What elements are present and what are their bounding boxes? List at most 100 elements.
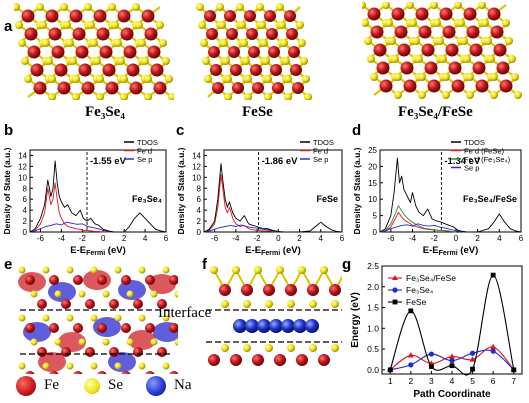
fe-atom — [250, 64, 262, 76]
panel-label-e: e — [4, 256, 13, 273]
fe-atom — [370, 25, 384, 39]
series-line-tdos — [203, 163, 343, 233]
fe-atom — [145, 275, 155, 285]
se-atom — [244, 93, 252, 100]
y-axis-label: Density of State (a.u.) — [176, 147, 186, 234]
x-axis-label: E-EFermi (eV) — [70, 245, 126, 257]
se-atom — [156, 21, 164, 29]
fe-atom — [99, 45, 113, 59]
fe-atom — [466, 25, 480, 39]
legend-label: Se p — [137, 155, 152, 164]
se-atom — [162, 266, 170, 274]
fe-atom — [427, 79, 441, 93]
x-tick-label: 6 — [491, 376, 496, 386]
fe-atom — [376, 61, 390, 75]
fe-atom — [263, 284, 275, 296]
x-tick-label: 6 — [519, 234, 524, 243]
fe-atom — [97, 371, 107, 374]
fe-atom — [123, 45, 137, 59]
se-atom — [165, 75, 173, 83]
se-atom — [409, 19, 417, 27]
y-tick-label: 4 — [23, 206, 28, 215]
fe-atom — [72, 27, 86, 41]
se-atom — [48, 93, 56, 100]
fe-atom — [97, 323, 107, 333]
fe-atom — [78, 63, 92, 77]
fe-atom — [69, 9, 83, 23]
x-axis-label: Path Coordinate — [413, 389, 491, 400]
se-atom — [66, 314, 74, 322]
y-tick-label: 12 — [18, 162, 27, 171]
y-axis-label: Density of State (a.u.) — [352, 147, 362, 234]
fe-atom — [208, 46, 220, 58]
dos-chart-fese: -6 -4 -2 0 2 4 6 0 2 4 6 8 10 12 14 Density of State (a… — [176, 138, 345, 257]
legend-marker — [392, 299, 398, 305]
fe-atom — [379, 79, 393, 93]
fe-atom — [219, 284, 231, 296]
fe-atom — [266, 28, 278, 40]
fe-atom — [49, 275, 59, 285]
y-tick-label: 14 — [18, 151, 27, 160]
se-atom — [198, 21, 206, 29]
fe-atom — [21, 9, 35, 23]
fe-atom — [61, 347, 71, 357]
y-axis-label: Density of State (a.u.) — [2, 147, 12, 234]
dos-chart-fe3se4: -6 -4 -2 0 2 4 6 0 2 4 6 8 10 12 14 Density of State (a… — [2, 138, 169, 257]
fe-atom — [73, 323, 83, 333]
se-atom — [511, 73, 519, 81]
fe-atom — [493, 43, 507, 57]
se-atom — [436, 37, 444, 45]
na-atom — [281, 319, 295, 333]
fe-atom — [288, 46, 300, 58]
fe-atom — [109, 299, 119, 309]
fe-atom — [157, 299, 167, 309]
y-tick-label: 2.5 — [367, 261, 379, 271]
fe-atom — [30, 63, 44, 77]
fe-atom — [292, 82, 304, 94]
se-atom — [284, 93, 292, 100]
se-atom — [282, 57, 290, 65]
se-atom — [442, 91, 450, 99]
data-point — [490, 343, 497, 350]
se-atom — [132, 3, 140, 11]
se-atom — [39, 21, 47, 29]
y-tick-label: 10 — [18, 173, 27, 182]
data-point — [490, 272, 496, 278]
se-atom — [264, 93, 272, 100]
fe-atom — [49, 371, 59, 374]
fe-atom — [157, 347, 167, 357]
fe-atom — [141, 9, 155, 23]
se-atom — [466, 73, 474, 81]
se-atom — [78, 290, 86, 298]
se-atom — [508, 55, 516, 63]
se-atom — [298, 39, 306, 47]
data-point — [511, 367, 517, 373]
se-atom — [87, 21, 95, 29]
se-atom — [135, 21, 143, 29]
fe-atom — [49, 323, 59, 333]
x-tick-label: -4 — [232, 234, 240, 243]
x-tick-label: -2 — [79, 234, 87, 243]
se-atom — [364, 37, 372, 45]
data-point — [469, 356, 476, 362]
se-atom — [114, 362, 122, 370]
y-tick-label: 4 — [197, 206, 202, 215]
y-tick-label: 8 — [23, 184, 28, 193]
fe-atom — [397, 43, 411, 57]
se-atom — [24, 75, 32, 83]
se-atom — [210, 266, 218, 274]
y-tick-label: 0 — [373, 228, 378, 237]
se-atom — [15, 21, 23, 29]
y-tick-label: 1.0 — [367, 323, 379, 333]
fe-atom — [445, 43, 459, 57]
se-atom — [224, 75, 232, 83]
panel-label-c: c — [176, 122, 185, 139]
se-atom — [232, 266, 240, 274]
se-atom — [66, 39, 74, 47]
se-atom — [370, 73, 378, 81]
se-atom — [141, 57, 149, 65]
se-atom — [102, 338, 110, 346]
se-atom — [162, 314, 170, 322]
data-point — [449, 353, 455, 359]
se-atom — [460, 37, 468, 45]
